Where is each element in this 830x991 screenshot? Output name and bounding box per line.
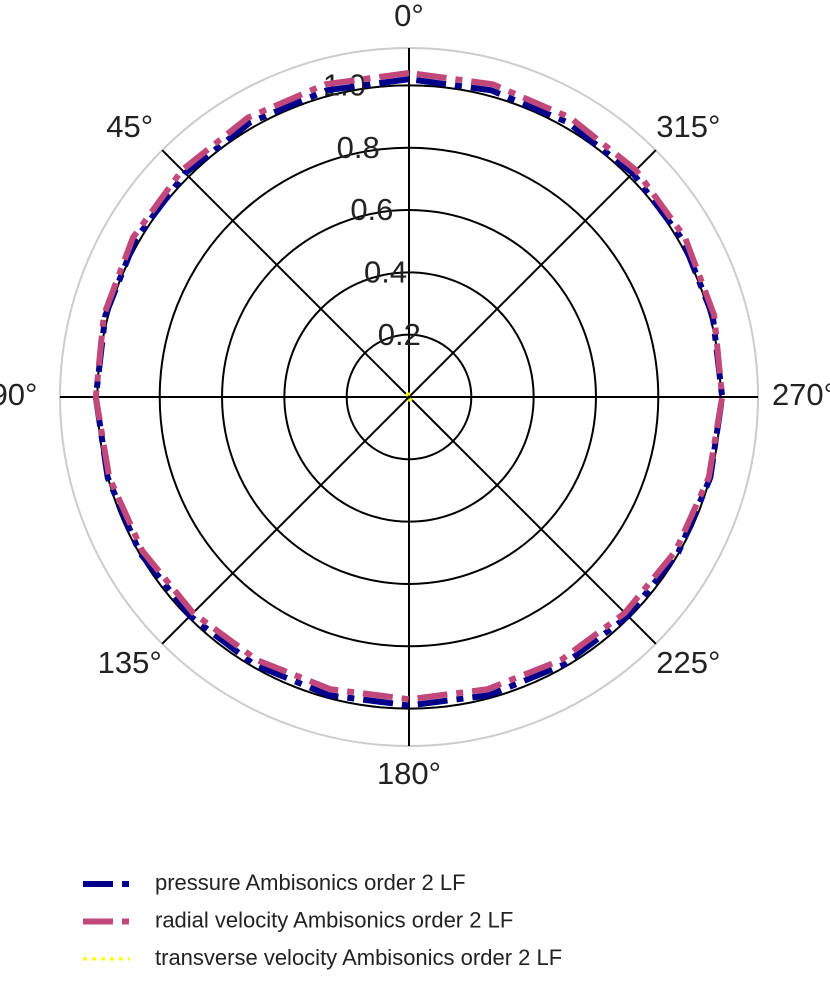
radial-tick-label: 0.4 bbox=[364, 255, 407, 290]
grid-spoke bbox=[408, 396, 657, 645]
legend-label: transverse velocity Ambisonics order 2 L… bbox=[155, 945, 562, 970]
angle-tick-label: 315° bbox=[656, 109, 720, 144]
angle-tick-label: 0° bbox=[394, 0, 424, 33]
angle-tick-label: 270° bbox=[772, 377, 830, 412]
radial-tick-label: 0.2 bbox=[378, 317, 421, 352]
legend-label: pressure Ambisonics order 2 LF bbox=[155, 870, 466, 895]
series-line bbox=[92, 76, 726, 709]
series-line bbox=[92, 69, 726, 703]
grid-spoke bbox=[161, 149, 410, 398]
series-line bbox=[404, 392, 414, 402]
radial-tick-label: 0.8 bbox=[337, 130, 380, 165]
angle-tick-label: 45° bbox=[106, 109, 153, 144]
radial-tick-label: 0.6 bbox=[350, 192, 393, 227]
angle-tick-label: 135° bbox=[98, 645, 162, 680]
angle-tick-label: 90° bbox=[0, 377, 37, 412]
legend-label: radial velocity Ambisonics order 2 LF bbox=[155, 907, 513, 932]
angle-tick-label: 180° bbox=[377, 756, 441, 791]
grid-spoke bbox=[161, 396, 410, 645]
grid-spoke bbox=[408, 149, 657, 398]
angle-tick-label: 225° bbox=[656, 645, 720, 680]
